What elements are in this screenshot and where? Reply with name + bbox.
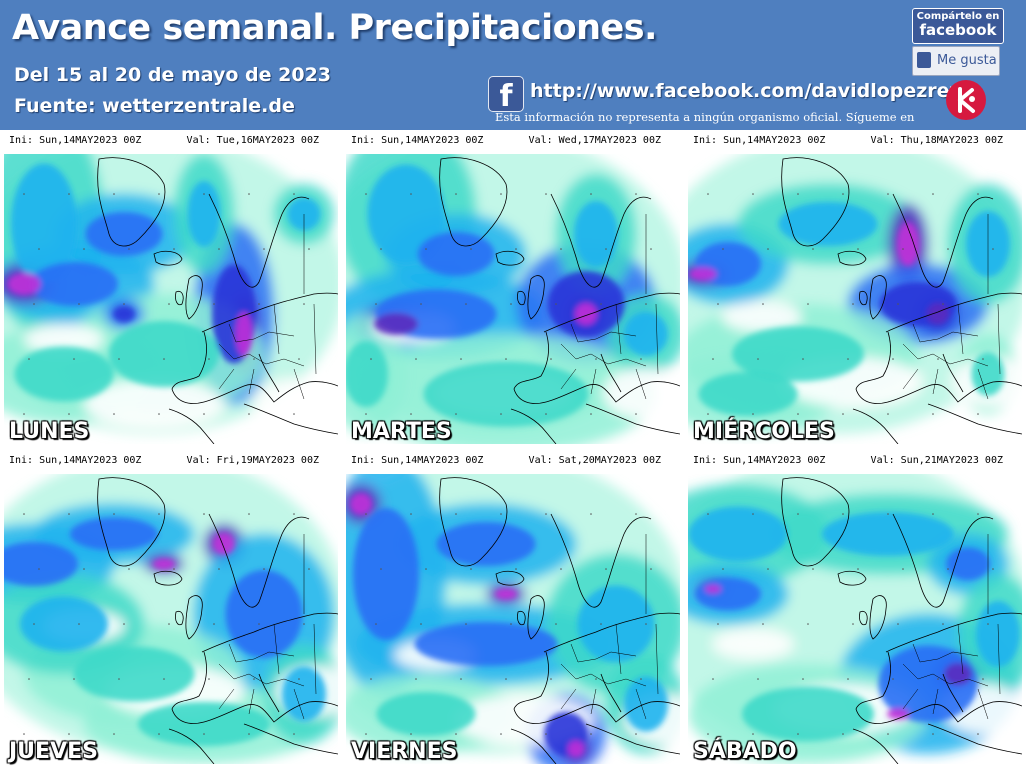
precipitation-map: [4, 154, 338, 444]
page-title: Avance semanal. Precipitaciones.: [12, 8, 657, 48]
day-label: MIÉRCOLES: [693, 419, 835, 444]
forecast-panel-4: Ini: Sun,14MAY2023 00Z Val: Fri,19MAY202…: [1, 450, 341, 766]
init-time: Ini: Sun,14MAY2023 00Z: [9, 455, 142, 466]
precipitation-map: [346, 154, 680, 444]
day-label: JUEVES: [9, 739, 98, 764]
day-label: VIERNES: [351, 739, 458, 764]
author-logo-icon[interactable]: [946, 80, 986, 120]
header-banner: Avance semanal. Precipitaciones. Del 15 …: [0, 0, 1026, 130]
forecast-grid: Ini: Sun,14MAY2023 00Z Val: Tue,16MAY202…: [0, 130, 1026, 768]
logo-mark-icon: [958, 87, 975, 113]
facebook-icon[interactable]: f: [488, 76, 524, 112]
valid-time: Val: Tue,16MAY2023 00Z: [186, 135, 319, 146]
init-time: Ini: Sun,14MAY2023 00Z: [693, 455, 826, 466]
like-button[interactable]: Me gusta: [912, 46, 1000, 76]
valid-time: Val: Fri,19MAY2023 00Z: [186, 455, 319, 466]
facebook-wordmark: facebook: [919, 21, 997, 39]
thumbs-up-icon: [917, 52, 931, 68]
valid-time: Val: Sat,20MAY2023 00Z: [528, 455, 661, 466]
precipitation-map: [688, 474, 1022, 764]
facebook-link[interactable]: http://www.facebook.com/davidlopezrey: [530, 80, 962, 102]
facebook-share-button[interactable]: Compártelo en facebook: [912, 8, 1004, 44]
precipitation-map: [4, 474, 338, 764]
forecast-panel-6: Ini: Sun,14MAY2023 00Z Val: Sun,21MAY202…: [685, 450, 1025, 766]
panel-header: Ini: Sun,14MAY2023 00Z Val: Sun,21MAY202…: [685, 450, 1025, 472]
valid-time: Val: Wed,17MAY2023 00Z: [528, 135, 661, 146]
day-label: SÁBADO: [693, 739, 797, 764]
init-time: Ini: Sun,14MAY2023 00Z: [351, 135, 484, 146]
day-label: LUNES: [9, 419, 90, 444]
panel-header: Ini: Sun,14MAY2023 00Z Val: Wed,17MAY202…: [343, 130, 683, 152]
panel-header: Ini: Sun,14MAY2023 00Z Val: Fri,19MAY202…: [1, 450, 341, 472]
like-label: Me gusta: [937, 53, 997, 68]
date-range: Del 15 al 20 de mayo de 2023: [14, 64, 332, 86]
forecast-panel-3: Ini: Sun,14MAY2023 00Z Val: Thu,18MAY202…: [685, 130, 1025, 446]
precipitation-map: [688, 154, 1022, 444]
forecast-panel-5: Ini: Sun,14MAY2023 00Z Val: Sat,20MAY202…: [343, 450, 683, 766]
valid-time: Val: Sun,21MAY2023 00Z: [870, 455, 1003, 466]
source-label: Fuente: wetterzentrale.de: [14, 95, 295, 117]
day-label: MARTES: [351, 419, 452, 444]
init-time: Ini: Sun,14MAY2023 00Z: [9, 135, 142, 146]
share-label: Compártelo en: [916, 11, 1000, 22]
valid-time: Val: Thu,18MAY2023 00Z: [870, 135, 1003, 146]
forecast-panel-2: Ini: Sun,14MAY2023 00Z Val: Wed,17MAY202…: [343, 130, 683, 446]
forecast-panel-1: Ini: Sun,14MAY2023 00Z Val: Tue,16MAY202…: [1, 130, 341, 446]
disclaimer-text: Esta información no representa a ningún …: [495, 110, 915, 124]
panel-header: Ini: Sun,14MAY2023 00Z Val: Tue,16MAY202…: [1, 130, 341, 152]
init-time: Ini: Sun,14MAY2023 00Z: [351, 455, 484, 466]
init-time: Ini: Sun,14MAY2023 00Z: [693, 135, 826, 146]
panel-header: Ini: Sun,14MAY2023 00Z Val: Sat,20MAY202…: [343, 450, 683, 472]
panel-header: Ini: Sun,14MAY2023 00Z Val: Thu,18MAY202…: [685, 130, 1025, 152]
precipitation-map: [346, 474, 680, 764]
